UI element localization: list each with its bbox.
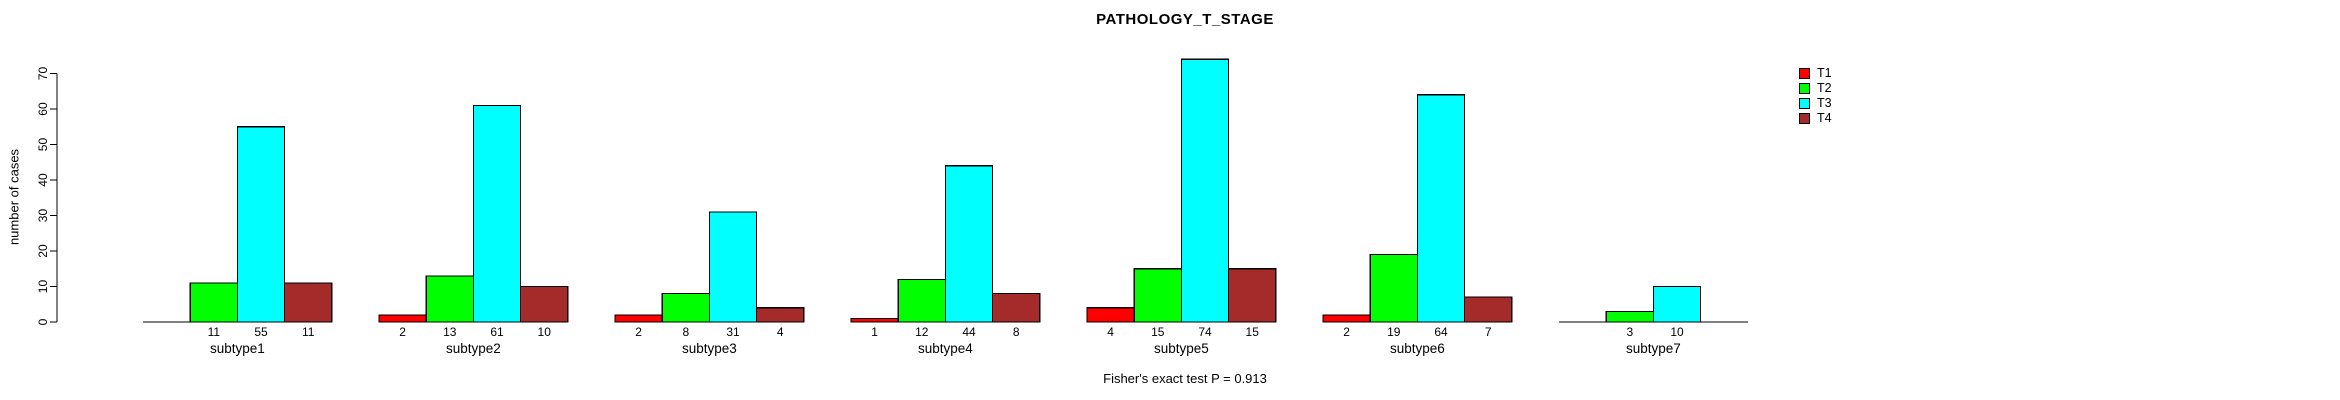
bar-T2-subtype6 [1369,253,1418,323]
bar-T3-subtype6 [1416,94,1466,323]
bar-T4-subtype5 [1227,268,1277,323]
category-label: subtype1 [210,341,265,356]
bar-T1-subtype6 [1322,314,1371,323]
y-tick-label: 60 [36,102,50,116]
bar-T2-subtype7 [1605,310,1654,323]
bar-value-label: 2 [1343,325,1350,339]
bar-value-label: 1 [871,325,878,339]
bar-value-label: 74 [1198,325,1212,339]
bar-value-label: 4 [1107,325,1114,339]
bar-value-label: 7 [1485,325,1492,339]
legend-swatch-T1 [1799,68,1810,79]
category-label: subtype4 [918,341,973,356]
y-tick-label: 10 [36,280,50,294]
bar-value-label: 3 [1626,325,1633,339]
bar-T4-subtype1 [284,282,333,323]
legend-swatch-T3 [1799,98,1810,109]
legend-label: T4 [1817,111,1832,125]
legend-label: T1 [1817,66,1832,80]
y-tick-label: 40 [36,173,50,187]
bar-T4-subtype2 [519,285,569,323]
bar-value-label: 13 [443,325,457,339]
y-tick-label: 0 [36,318,50,325]
bar-T2-subtype1 [189,282,238,323]
bar-value-label: 11 [302,325,315,339]
legend-item-T4: T4 [1799,111,1832,126]
bar-T2-subtype4 [897,278,947,323]
bar-value-label: 10 [1670,325,1684,339]
bar-value-label: 8 [682,325,689,339]
category-label: subtype6 [1390,341,1445,356]
category-label: subtype7 [1626,341,1681,356]
bar-value-label: 2 [635,325,642,339]
bar-value-label: 15 [1151,325,1165,339]
bar-T2-subtype3 [661,293,711,323]
legend-label: T2 [1817,81,1832,95]
legend-item-T2: T2 [1799,81,1832,96]
fisher-test-note: Fisher's exact test P = 0.913 [1103,371,1267,386]
chart-title: PATHOLOGY_T_STAGE [1096,11,1274,28]
bar-T3-subtype2 [472,104,522,323]
bar-T1-subtype2 [378,314,427,323]
bar-T3-subtype4 [944,165,994,323]
legend-swatch-T4 [1799,113,1810,124]
legend-label: T3 [1817,96,1832,110]
bar-value-label: 64 [1434,325,1448,339]
y-tick-label: 30 [36,209,50,223]
category-label: subtype3 [682,341,737,356]
y-axis-label: number of cases [6,148,22,246]
bar-T4-subtype6 [1463,296,1513,323]
y-tick-label: 50 [36,138,50,152]
bar-value-label: 31 [726,325,740,339]
bar-value-label: 19 [1387,325,1401,339]
legend-item-T1: T1 [1799,66,1832,81]
bar-value-label: 11 [208,325,221,339]
bar-T1-subtype5 [1086,307,1135,323]
bar-value-label: 15 [1246,325,1260,339]
bar-T1-subtype3 [614,314,663,323]
bar-T3-subtype7 [1652,285,1702,323]
bar-T3-subtype1 [236,126,286,323]
y-tick-label: 70 [36,67,50,81]
bar-value-label: 4 [777,325,784,339]
y-tick-label: 20 [36,244,50,258]
legend-swatch-T2 [1799,83,1810,94]
bar-value-label: 12 [915,325,929,339]
bar-T2-subtype5 [1133,268,1182,323]
legend-item-T3: T3 [1799,96,1832,111]
bar-T2-subtype2 [425,275,475,323]
bar-value-label: 44 [962,325,976,339]
bar-T3-subtype5 [1180,58,1230,323]
category-label: subtype2 [446,341,501,356]
bar-T3-subtype3 [708,211,758,323]
bar-value-label: 10 [538,325,552,339]
bar-value-label: 61 [490,325,504,339]
bar-T1-subtype4 [850,317,899,323]
bar-value-label: 55 [254,325,268,339]
legend: T1 T2 T3 T4 [1799,66,1832,126]
category-label: subtype5 [1154,341,1209,356]
bar-T4-subtype4 [991,293,1041,323]
bar-value-label: 8 [1013,325,1020,339]
bar-T4-subtype3 [755,307,805,323]
bar-value-label: 2 [399,325,406,339]
